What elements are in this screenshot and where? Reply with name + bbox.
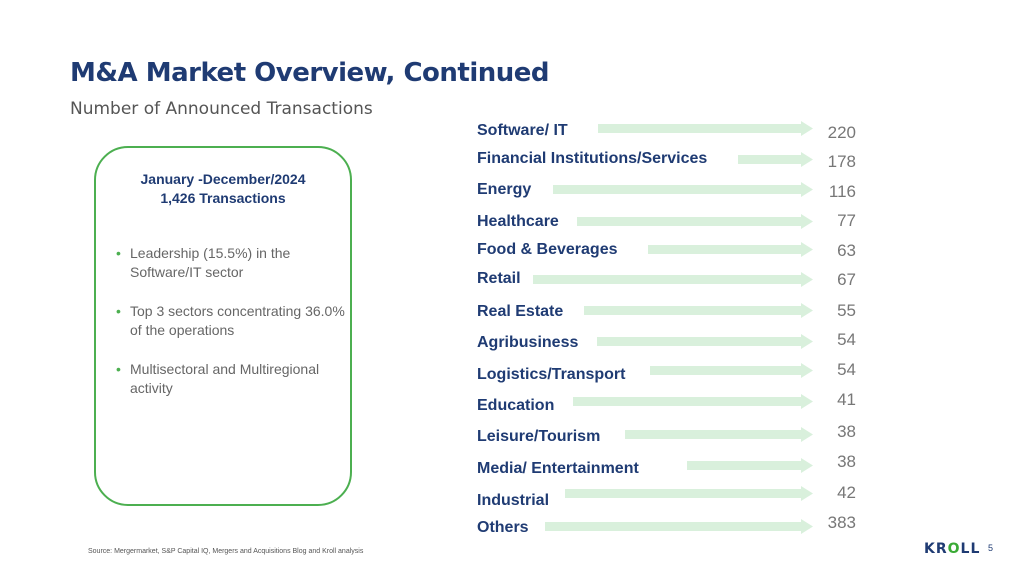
sector-value-education: 41 [837,390,856,409]
page-number: 5 [988,543,994,553]
sector-label-energy: Energy [477,181,532,198]
sector-value-financial: 178 [827,152,856,171]
sector-value-real-estate: 55 [837,301,856,320]
sector-value-food-beverages: 63 [837,241,856,260]
sector-label-agribusiness: Agribusiness [477,334,579,351]
sector-arrow [565,486,813,501]
source-note: Source: Mergermarket, S&P Capital IQ, Me… [88,548,364,555]
sector-arrow [533,272,813,287]
sector-label-food-beverages: Food & Beverages [477,241,618,258]
sector-value-energy: 116 [828,182,856,201]
sector-label-healthcare: Healthcare [477,213,559,230]
sector-label-industrial: Industrial [477,492,550,509]
page-subtitle: Number of Announced Transactions [70,99,373,119]
summary-header: January -December/2024 1,426 Transaction… [96,170,350,208]
sector-value-leisure: 38 [837,422,856,441]
sector-label-real-estate: Real Estate [477,303,564,320]
sector-value-retail: 67 [837,270,856,289]
sector-arrow [577,214,813,229]
sector-value-logistics: 54 [837,360,856,379]
sector-arrow [573,394,813,409]
sector-value-others: 383 [827,513,856,532]
summary-transactions: 1,426 Transactions [160,190,286,206]
sector-arrow [597,334,813,349]
sector-arrow [584,303,813,318]
sector-arrow [598,121,813,136]
summary-period: January -December/2024 [140,171,306,187]
sector-arrow [553,182,813,197]
sector-label-leisure: Leisure/Tourism [477,428,601,445]
sector-arrow [625,427,813,442]
sector-value-media: 38 [837,452,856,471]
summary-box: January -December/2024 1,426 Transaction… [94,146,352,506]
summary-bullets: • Leadership (15.5%) in the Software/IT s… [116,244,345,418]
sector-value-software-it: 220 [827,123,856,142]
kroll-logo: KROLL [924,541,981,557]
sector-arrow [687,458,813,473]
sector-label-retail: Retail [477,270,521,287]
sector-label-logistics: Logistics/Transport [477,366,626,383]
sector-label-software-it: Software/ IT [477,122,568,139]
bullet-icon: • [116,245,121,261]
sector-value-healthcare: 77 [837,211,856,230]
page-title: M&A Market Overview, Continued [70,58,550,88]
sector-arrow [648,242,813,257]
sector-arrow [545,519,813,534]
sector-label-media: Media/ Entertainment [477,460,639,477]
sector-arrow [650,363,813,378]
bullet-icon: • [116,361,121,377]
sector-label-others: Others [477,519,529,536]
sector-value-industrial: 42 [837,483,856,502]
sector-arrow [738,152,813,167]
bullet-icon: • [116,303,121,319]
bullet-item: • Leadership (15.5%) in the Software/IT s… [116,245,291,280]
sector-label-financial: Financial Institutions/Services [477,150,708,167]
sector-value-agribusiness: 54 [837,330,856,349]
sector-label-education: Education [477,397,555,414]
bullet-item: • Top 3 sectors concentrating 36.0% of th… [116,303,345,338]
bullet-item: • Multisectoral and Multiregional activit… [116,361,320,396]
